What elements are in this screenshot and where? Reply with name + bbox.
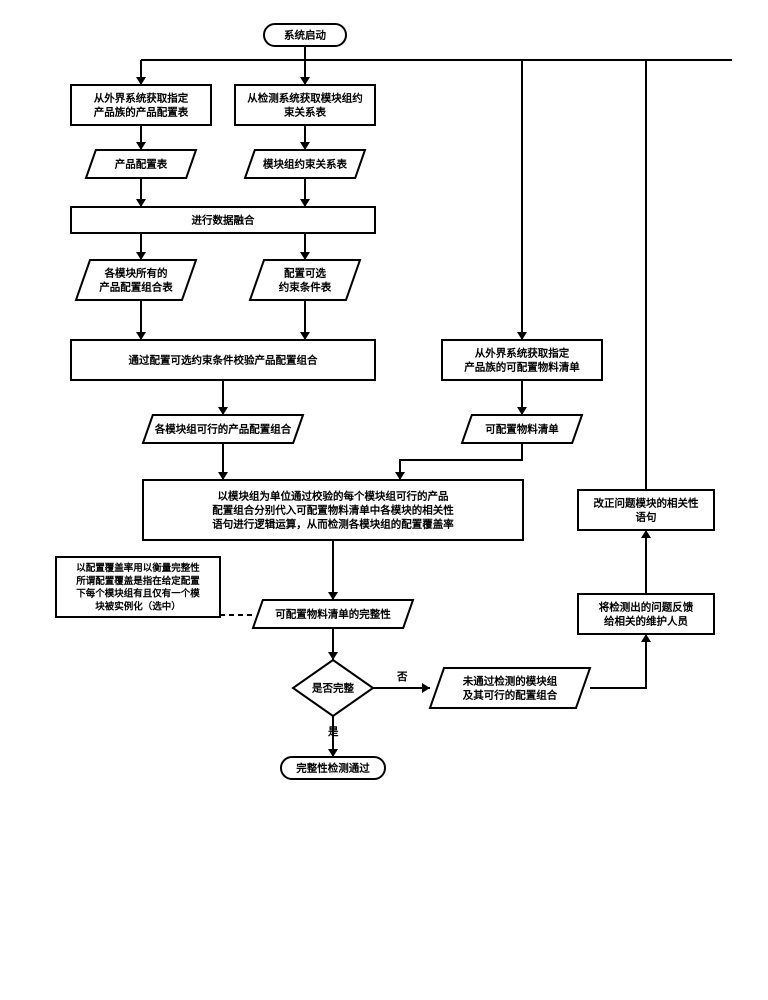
getBOM-text: 产品族的可配置物料清单 bbox=[464, 361, 580, 374]
cfgCondTbl-text: 配置可选 bbox=[284, 266, 326, 279]
getCfg-text: 从外界系统获取指定 bbox=[94, 91, 189, 104]
noLabel: 否 bbox=[396, 671, 408, 683]
completeness-text: 可配置物料清单的完整性 bbox=[275, 608, 391, 621]
substitute-text: 以模块组为单位通过校验的每个模块组可行的产品 bbox=[218, 489, 449, 502]
getCons-text: 从检测系统获取模块组约 bbox=[247, 91, 363, 104]
feasCfg-text: 各模块组可行的产品配置组合 bbox=[154, 423, 292, 436]
modCfgTbl bbox=[76, 260, 196, 300]
start-text: 系统启动 bbox=[284, 29, 326, 42]
yesLabel: 是 bbox=[327, 726, 339, 738]
note-text: 下每个模块组有且仅有一个模 bbox=[76, 588, 200, 600]
flowchart: 系统启动从外界系统获取指定产品族的产品配置表从检测系统获取模块组约束关系表产品配… bbox=[0, 0, 768, 1000]
bomList-text: 可配置物料清单 bbox=[485, 423, 559, 436]
edge-24 bbox=[646, 60, 732, 490]
fuse-text: 进行数据融合 bbox=[192, 214, 255, 227]
note-text: 以配置覆盖率用以衡量完整性 bbox=[76, 562, 200, 574]
note-text: 所谓配置覆盖是指在给定配置 bbox=[76, 575, 200, 587]
getCfg-text: 产品族的产品配置表 bbox=[94, 106, 189, 119]
getBOM-text: 从外界系统获取指定 bbox=[475, 346, 570, 359]
correct-text: 改正问题模块的相关性 bbox=[594, 496, 699, 509]
failCfg-text: 未通过检测的模块组 bbox=[462, 674, 558, 687]
substitute-text: 语句进行逻辑运算，从而检测各模块组的配置覆盖率 bbox=[212, 518, 454, 531]
validate-text: 通过配置可选约束条件校验产品配置组合 bbox=[129, 354, 318, 367]
correct bbox=[578, 490, 714, 530]
edge-22 bbox=[590, 634, 646, 688]
failCfg bbox=[430, 668, 590, 708]
cfgCondTbl bbox=[250, 260, 360, 300]
cfgTbl-text: 产品配置表 bbox=[115, 158, 168, 171]
modCfgTbl-text: 各模块所有的 bbox=[104, 266, 168, 279]
cfgCondTbl-text: 约束条件表 bbox=[279, 281, 332, 294]
getCons bbox=[235, 85, 375, 125]
correct-text: 语句 bbox=[636, 511, 657, 524]
substitute-text: 配置组合分别代入可配置物料清单中各模块的相关性 bbox=[212, 504, 454, 517]
getBOM bbox=[442, 340, 602, 380]
feedback-text: 给相关的维护人员 bbox=[604, 615, 688, 628]
feedback-text: 将检测出的问题反馈 bbox=[599, 600, 694, 613]
getCfg bbox=[71, 85, 211, 125]
decide-text: 是否完整 bbox=[311, 682, 354, 695]
pass-text: 完整性检测通过 bbox=[296, 762, 370, 775]
consTbl-text: 模块组约束关系表 bbox=[263, 158, 347, 171]
edge-16 bbox=[400, 443, 522, 480]
note-text: 块被实例化（选中） bbox=[95, 600, 181, 612]
feedback bbox=[578, 594, 714, 634]
getCons-text: 束关系表 bbox=[284, 106, 326, 119]
modCfgTbl-text: 产品配置组合表 bbox=[99, 281, 173, 294]
failCfg-text: 及其可行的配置组合 bbox=[463, 689, 558, 702]
